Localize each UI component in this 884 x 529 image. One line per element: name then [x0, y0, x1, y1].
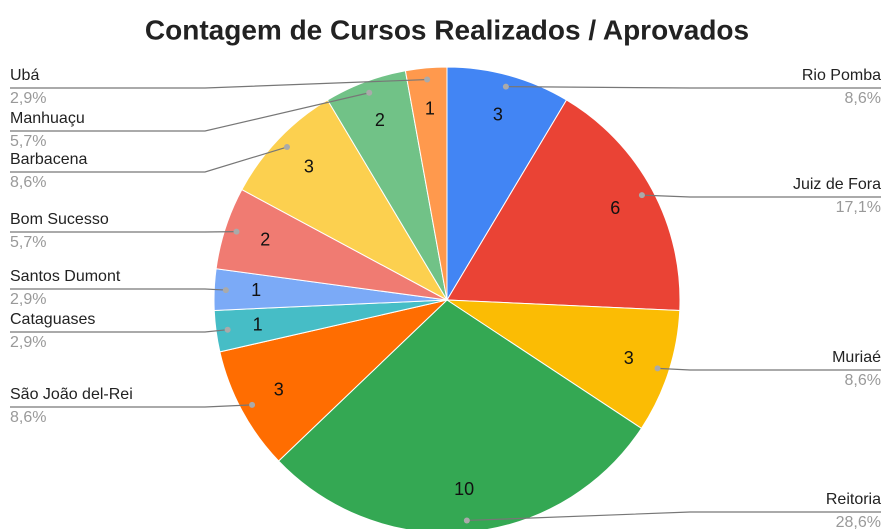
leader-dot [224, 326, 231, 333]
category-label: Ubá [10, 67, 39, 84]
category-label: São João del-Rei [10, 386, 133, 403]
percentage-label: 28,6% [836, 514, 881, 529]
category-label: Manhuaçu [10, 110, 85, 127]
leader-dot [502, 83, 509, 90]
leader-dot [284, 144, 291, 151]
leader-line [505, 86, 881, 89]
percentage-label: 8,6% [845, 372, 881, 389]
pie-slice [446, 66, 568, 302]
percentage-label: 5,7% [10, 234, 46, 251]
percentage-label: 8,6% [845, 90, 881, 107]
slice-value-label: 2 [375, 110, 385, 130]
category-label: Reitoria [826, 491, 881, 508]
leader-line [10, 78, 428, 89]
pie-slice [219, 299, 449, 462]
slice-value-label: 10 [454, 479, 474, 499]
leader-dot [233, 228, 240, 235]
slice-value-label: 3 [493, 105, 503, 125]
leader-dot [463, 517, 470, 524]
category-label: Juiz de Fora [793, 176, 881, 193]
slice-value-label: 6 [610, 198, 620, 218]
category-label: Muriaé [832, 349, 881, 366]
category-label: Barbacena [10, 151, 87, 168]
leader-dot [638, 192, 645, 199]
leader-dot [654, 365, 661, 372]
chart-title: Contagem de Cursos Realizados / Aprovado… [145, 14, 749, 45]
slice-value-label: 1 [253, 314, 263, 334]
category-label: Cataguases [10, 311, 95, 328]
percentage-label: 8,6% [10, 409, 46, 426]
leader-dot [249, 401, 256, 408]
leader-line [10, 329, 228, 333]
leader-dot [424, 76, 431, 83]
pie-slice [241, 99, 449, 302]
percentage-label: 5,7% [10, 133, 46, 150]
leader-dot [366, 89, 373, 96]
leader-line [10, 92, 370, 132]
percentage-label: 17,1% [836, 199, 881, 216]
percentage-label: 8,6% [10, 174, 46, 191]
leader-line [641, 194, 881, 198]
slice-value-label: 1 [425, 98, 435, 118]
category-label: Bom Sucesso [10, 211, 109, 228]
leader-dot [222, 287, 229, 294]
leader-line [10, 288, 226, 291]
slice-value-label: 3 [304, 157, 314, 177]
leader-line [657, 367, 881, 371]
pie-slice [445, 299, 681, 430]
percentage-label: 2,9% [10, 334, 46, 351]
leader-line [466, 511, 881, 522]
slice-value-label: 3 [274, 379, 284, 399]
percentage-label: 2,9% [10, 90, 46, 107]
pie-slice [446, 99, 681, 311]
slice-value-label: 2 [260, 230, 270, 250]
percentage-label: 2,9% [10, 291, 46, 308]
leader-line [10, 146, 288, 173]
pie-slice [277, 299, 643, 529]
leader-line [10, 404, 253, 408]
pie-slice [404, 66, 448, 301]
category-label: Santos Dumont [10, 268, 121, 285]
slice-value-label: 3 [624, 348, 634, 368]
category-label: Rio Pomba [802, 67, 881, 84]
slice-value-label: 1 [251, 280, 261, 300]
